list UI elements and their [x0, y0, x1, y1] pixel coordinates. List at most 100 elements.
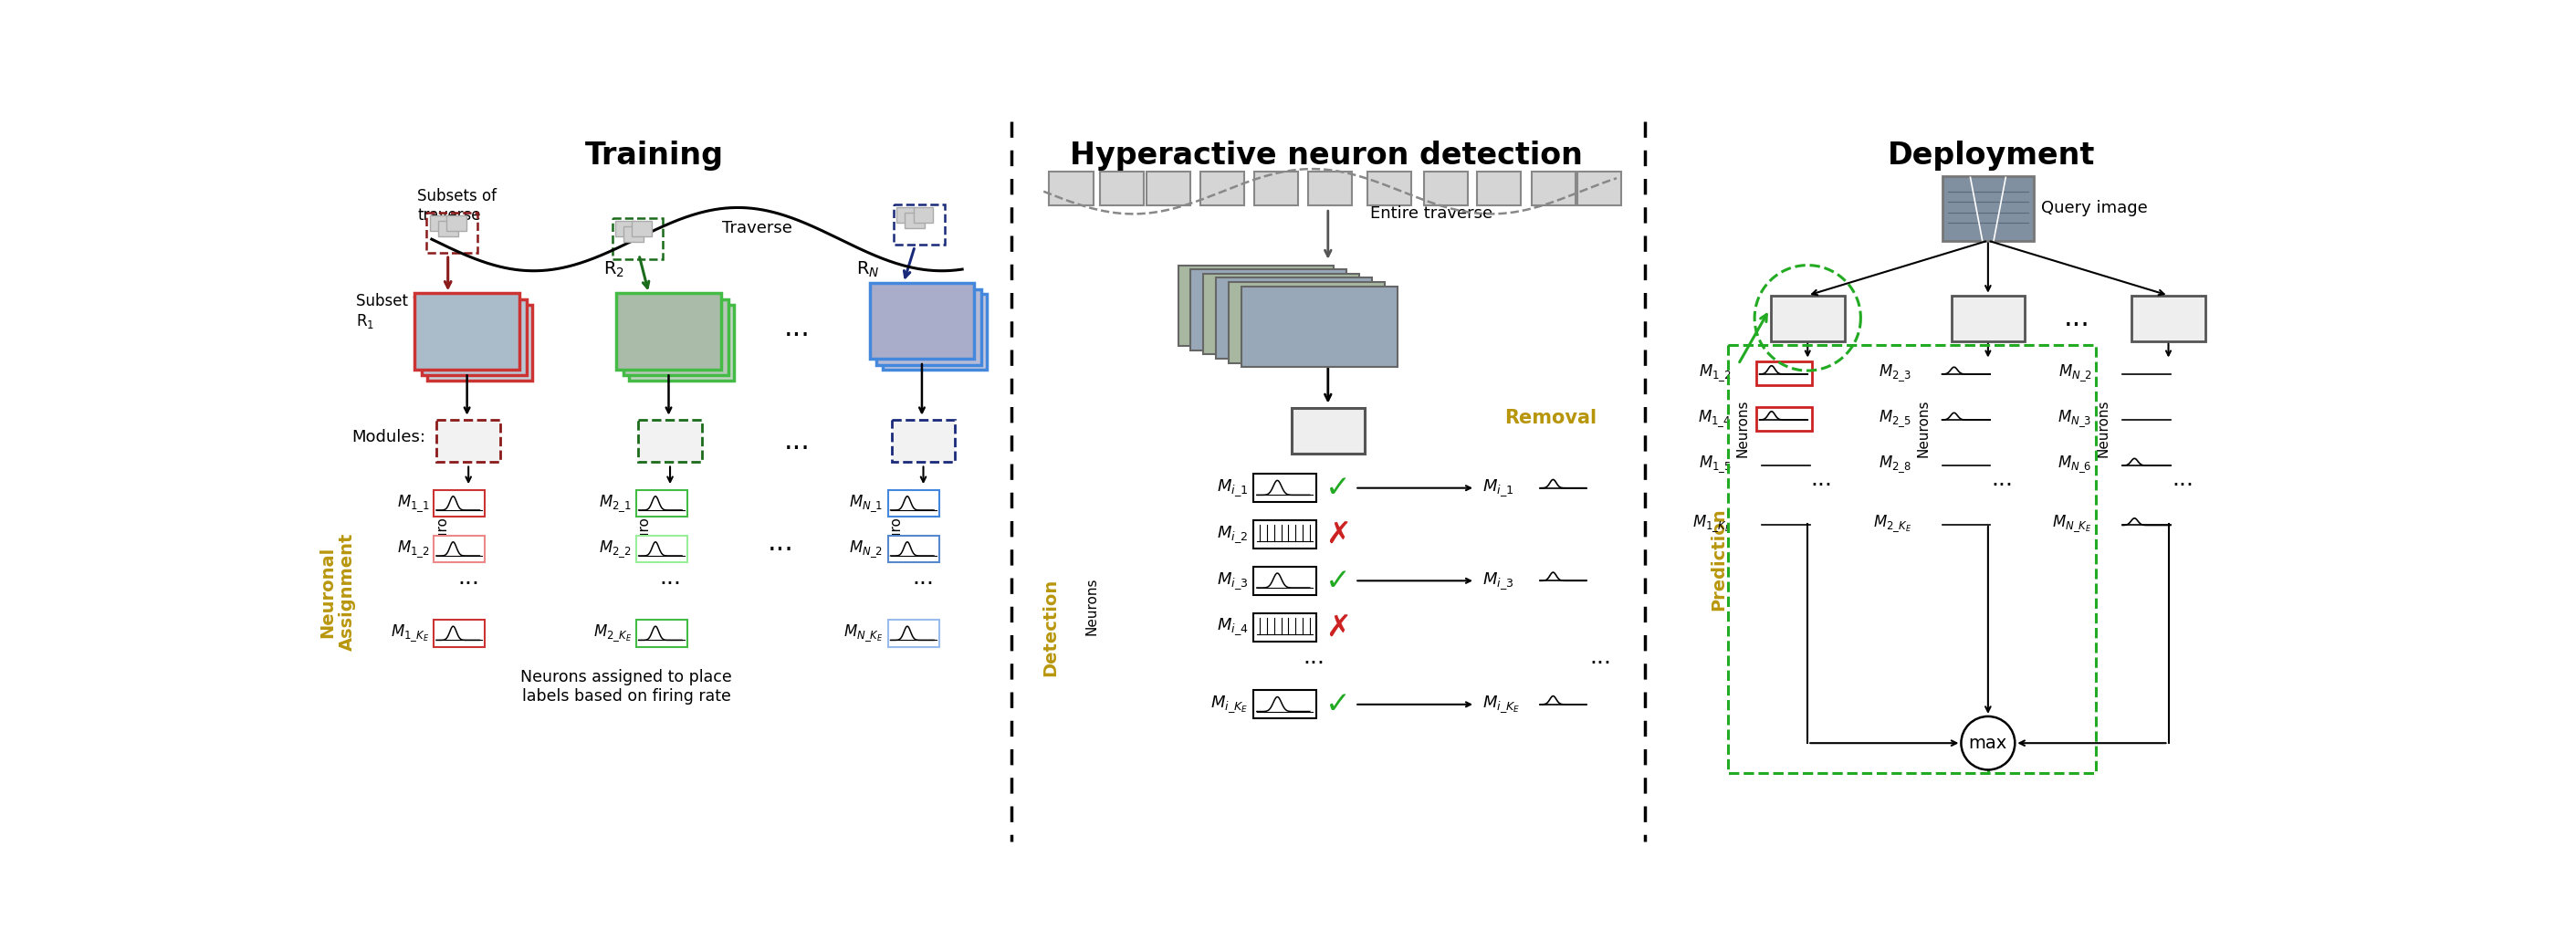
Text: Neurons: Neurons — [889, 500, 902, 557]
Text: R$_N$: R$_N$ — [855, 261, 878, 280]
Bar — [1177, 265, 1334, 346]
Text: $M_{2\_1}$: $M_{2\_1}$ — [600, 494, 631, 514]
Bar — [2130, 296, 2205, 341]
Text: ✗: ✗ — [1327, 519, 1352, 550]
Bar — [623, 300, 729, 376]
Circle shape — [1960, 716, 2014, 769]
Text: ...: ... — [1589, 647, 1613, 669]
Bar — [430, 215, 448, 231]
Text: M$_1$: M$_1$ — [453, 429, 484, 453]
Bar — [1255, 567, 1316, 594]
Text: M$_N$: M$_N$ — [907, 429, 940, 453]
Bar — [433, 620, 484, 647]
Text: ✗: ✗ — [1327, 612, 1352, 642]
Bar — [891, 419, 956, 462]
Bar — [422, 300, 526, 376]
Bar — [438, 221, 459, 237]
Text: M$_2$: M$_2$ — [1973, 306, 2004, 330]
Text: $M_{2\_2}$: $M_{2\_2}$ — [600, 539, 631, 559]
Bar — [1757, 361, 1811, 385]
Bar — [1242, 286, 1396, 367]
Text: $M_{N\_6}$: $M_{N\_6}$ — [2058, 454, 2092, 475]
Bar — [1255, 172, 1298, 205]
Bar — [1255, 613, 1316, 641]
Text: $M_{i\_K_E}$: $M_{i\_K_E}$ — [1481, 694, 1520, 714]
Text: $M_{i\_4}$: $M_{i\_4}$ — [1216, 617, 1247, 637]
Text: ✓: ✓ — [1327, 566, 1352, 596]
Bar — [636, 620, 688, 647]
Bar — [1216, 278, 1373, 359]
Text: $M_{2\_K_E}$: $M_{2\_K_E}$ — [592, 623, 631, 644]
Text: M$_i$: M$_i$ — [1311, 417, 1345, 444]
Bar — [1368, 172, 1412, 205]
Bar — [1255, 520, 1316, 549]
Bar — [435, 419, 500, 462]
Text: ...: ... — [783, 428, 811, 455]
Text: M$_1$: M$_1$ — [1793, 306, 1824, 330]
Text: ...: ... — [1811, 468, 1832, 490]
Bar — [629, 304, 734, 380]
Bar — [1757, 407, 1811, 431]
Bar — [1100, 172, 1144, 205]
Text: Query image: Query image — [2040, 200, 2148, 217]
Text: $M_{i\_3}$: $M_{i\_3}$ — [1216, 571, 1247, 591]
Bar — [1229, 282, 1383, 363]
Text: max: max — [1968, 734, 2007, 751]
Text: $M_{N\_3}$: $M_{N\_3}$ — [2058, 408, 2092, 429]
Text: Hyperactive neuron detection: Hyperactive neuron detection — [1069, 141, 1584, 171]
Text: Neurons: Neurons — [435, 500, 448, 557]
Bar — [1291, 408, 1365, 454]
Bar — [616, 293, 721, 369]
Bar — [1048, 172, 1092, 205]
Bar — [871, 282, 974, 359]
Bar — [1577, 172, 1620, 205]
Bar — [1728, 344, 2097, 773]
Text: Neurons: Neurons — [1736, 399, 1749, 457]
Text: R$_2$: R$_2$ — [603, 261, 623, 280]
Bar — [1950, 296, 2025, 341]
Bar — [876, 289, 981, 365]
Text: $M_{N\_2}$: $M_{N\_2}$ — [2058, 362, 2092, 383]
Bar — [1425, 172, 1468, 205]
Text: ✓: ✓ — [1327, 473, 1352, 503]
Text: Neurons: Neurons — [636, 500, 652, 557]
Text: ...: ... — [659, 567, 680, 589]
Text: $M_{N\_2}$: $M_{N\_2}$ — [850, 539, 884, 559]
Text: $M_{N\_K_E}$: $M_{N\_K_E}$ — [2053, 514, 2092, 534]
Bar — [1190, 269, 1347, 350]
Bar — [894, 204, 945, 244]
Bar — [914, 207, 933, 223]
Text: ...: ... — [1303, 647, 1324, 669]
Text: Prediction: Prediction — [1710, 508, 1726, 611]
Text: $M_{1\_4}$: $M_{1\_4}$ — [1698, 408, 1731, 429]
Text: $M_{N\_K_E}$: $M_{N\_K_E}$ — [842, 623, 884, 644]
Bar — [1200, 172, 1244, 205]
Bar — [1203, 274, 1360, 355]
Bar — [446, 215, 466, 231]
Bar — [428, 212, 477, 253]
Bar — [616, 221, 634, 237]
Text: $M_{1\_2}$: $M_{1\_2}$ — [1698, 362, 1731, 383]
Bar — [1309, 172, 1352, 205]
Bar — [889, 490, 938, 516]
Text: ...: ... — [912, 567, 935, 589]
Text: $M_{2\_K_E}$: $M_{2\_K_E}$ — [1873, 514, 1911, 534]
Text: $M_{i\_1}$: $M_{i\_1}$ — [1216, 477, 1247, 498]
Text: $M_{i\_1}$: $M_{i\_1}$ — [1481, 477, 1515, 498]
Bar — [1770, 296, 1844, 341]
Bar — [631, 221, 652, 237]
Text: ...: ... — [2172, 468, 2195, 490]
Bar — [428, 304, 533, 380]
Text: ...: ... — [459, 567, 479, 589]
Text: Removal: Removal — [1504, 409, 1597, 427]
Text: ...: ... — [1991, 468, 2012, 490]
Text: Neurons: Neurons — [1917, 399, 1929, 457]
Bar — [415, 293, 520, 369]
Text: M$_2$: M$_2$ — [654, 429, 685, 453]
Text: M$_N$: M$_N$ — [2151, 306, 2184, 330]
Bar — [1255, 690, 1316, 719]
Text: Neuronal
Assignment: Neuronal Assignment — [319, 533, 355, 651]
Bar — [904, 212, 925, 228]
Text: Subsets of
traverse: Subsets of traverse — [417, 188, 497, 223]
Text: $M_{2\_8}$: $M_{2\_8}$ — [1878, 454, 1911, 475]
